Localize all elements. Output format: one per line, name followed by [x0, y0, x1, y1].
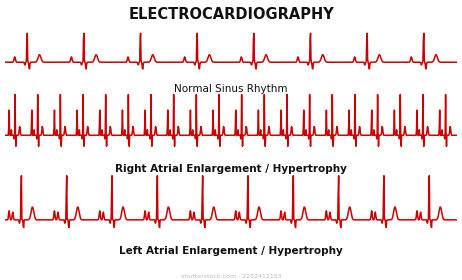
- Text: Normal Sinus Rhythm: Normal Sinus Rhythm: [174, 84, 288, 94]
- Text: shutterstock.com · 2282412153: shutterstock.com · 2282412153: [181, 274, 281, 279]
- Text: Left Atrial Enlargement / Hypertrophy: Left Atrial Enlargement / Hypertrophy: [119, 246, 343, 256]
- Text: ELECTROCARDIOGRAPHY: ELECTROCARDIOGRAPHY: [128, 7, 334, 22]
- Text: Right Atrial Enlargement / Hypertrophy: Right Atrial Enlargement / Hypertrophy: [115, 164, 347, 174]
